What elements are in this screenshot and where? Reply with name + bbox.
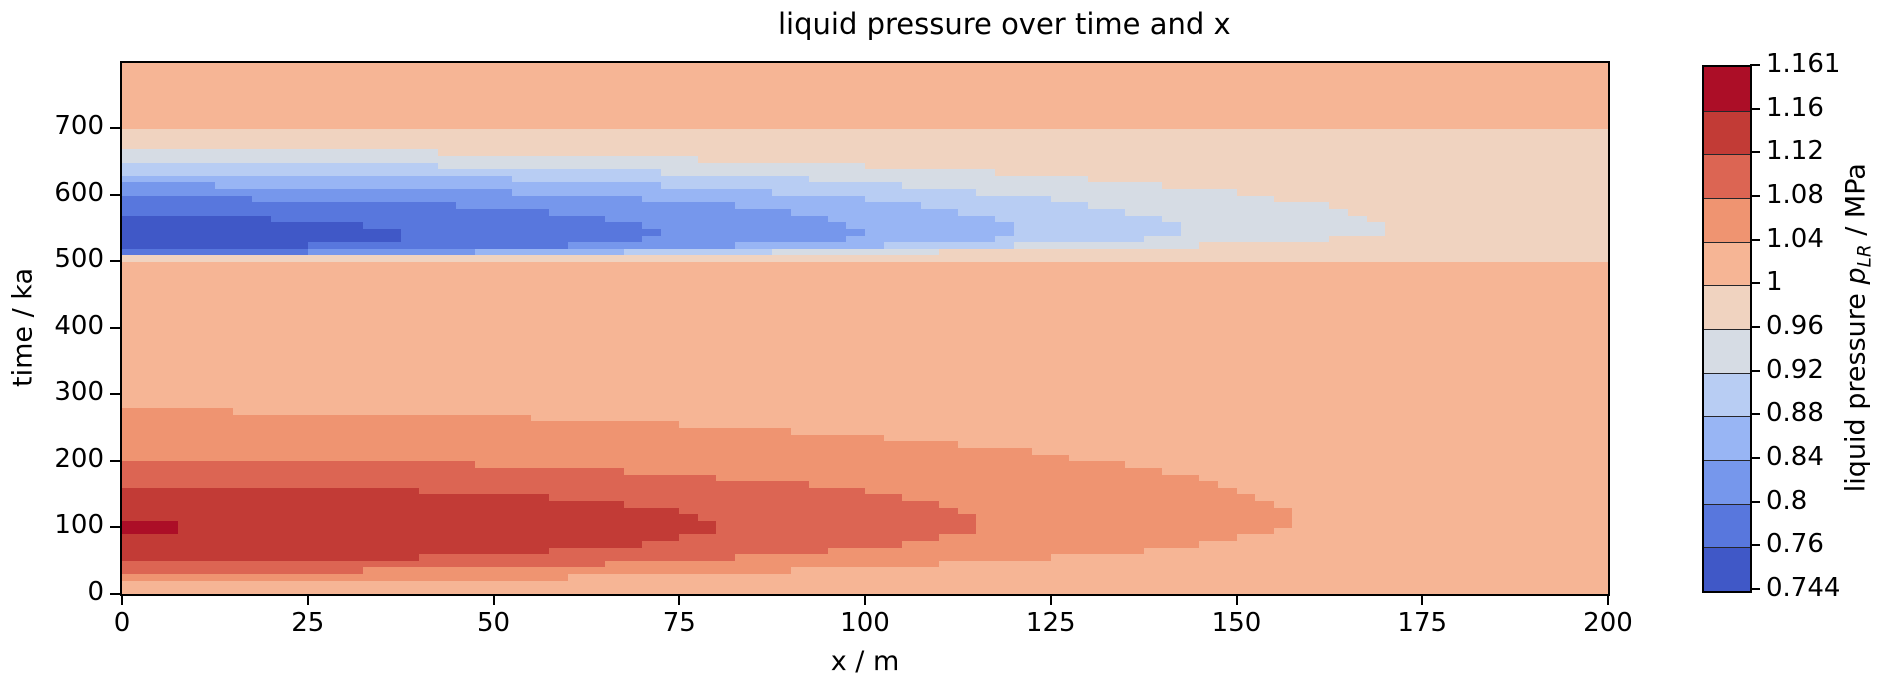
colorbar-tick-mark [1750,107,1760,110]
colorbar-label-text: liquid pressure [1840,284,1872,493]
colorbar-tick-mark [1750,151,1760,154]
colorbar-tick-label: 0.92 [1766,354,1824,385]
x-tick-mark [864,595,866,605]
colorbar-tick-label: 0.744 [1766,573,1841,604]
colorbar-tick-mark [1750,500,1760,503]
colorbar [1702,65,1752,593]
plot-area [120,61,1610,596]
x-tick-mark [1049,595,1052,605]
colorbar-band [1704,372,1750,417]
colorbar-band [1704,110,1750,155]
x-tick-label: 25 [291,608,325,638]
x-tick-label: 100 [840,608,890,638]
y-tick-mark [110,593,120,595]
x-tick-label: 0 [113,608,131,638]
x-axis-label: x / m [830,646,900,677]
y-tick-label: 400 [54,310,104,341]
colorbar-band-divider [1704,547,1750,549]
colorbar-band-divider [1704,460,1750,461]
y-axis-label: time / ka [7,268,39,387]
colorbar-band-divider [1704,241,1750,243]
y-tick-mark [110,260,120,263]
colorbar-tick-label: 0.84 [1766,442,1824,473]
colorbar-tick-mark [1750,195,1760,197]
colorbar-axis-label: liquid pressure pLR / MPa [1840,118,1875,538]
colorbar-tick-label: 1.12 [1766,136,1824,167]
y-tick-label: 200 [54,443,104,474]
x-tick-label: 150 [1211,608,1262,638]
x-tick-mark [1235,595,1238,605]
y-tick-label: 500 [54,244,104,275]
y-tick-mark [110,127,120,130]
x-tick-mark [121,595,123,605]
chart-title: liquid pressure over time and x [778,7,1231,41]
colorbar-band-divider [1704,285,1750,287]
colorbar-band [1704,154,1750,198]
x-tick-label: 75 [662,608,696,638]
colorbar-label-subscript: LR [1854,244,1876,268]
y-tick-mark [110,459,120,462]
x-tick-label: 200 [1583,608,1633,638]
colorbar-band [1704,198,1750,242]
colorbar-band-divider [1704,503,1750,505]
x-tick-mark [492,595,495,605]
colorbar-tick-label: 1.08 [1766,180,1824,211]
colorbar-tick-label: 0.8 [1766,485,1808,516]
y-tick-label: 700 [54,111,104,142]
contour-canvas [122,63,1608,594]
y-tick-mark [110,526,120,529]
y-tick-label: 600 [54,177,104,208]
colorbar-band-divider [1704,154,1750,156]
colorbar-band [1704,241,1750,286]
colorbar-band [1704,67,1750,111]
colorbar-band [1704,416,1750,460]
colorbar-band-divider [1704,198,1750,199]
colorbar-band-divider [1704,372,1750,374]
colorbar-tick-mark [1750,326,1760,328]
colorbar-tick-mark [1750,413,1760,416]
x-tick-mark [1421,595,1424,605]
colorbar-tick-label: 1.16 [1766,92,1824,123]
y-tick-mark [110,326,120,329]
colorbar-tick-label: 1.161 [1766,49,1841,80]
colorbar-band [1704,329,1750,373]
colorbar-tick-label: 0.76 [1766,529,1824,560]
colorbar-tick-mark [1750,238,1760,241]
colorbar-tick-mark [1750,544,1760,547]
colorbar-tick-label: 0.88 [1766,398,1824,429]
colorbar-band [1704,460,1750,504]
x-tick-label: 175 [1397,608,1448,638]
colorbar-tick-mark [1750,369,1760,372]
colorbar-band-divider [1704,416,1750,418]
colorbar-label-symbol: p [1840,267,1872,285]
y-tick-label: 0 [87,577,104,607]
colorbar-tick-mark [1750,64,1760,66]
y-tick-label: 100 [54,510,104,541]
colorbar-tick-label: 1 [1766,267,1783,298]
colorbar-band-divider [1704,110,1750,112]
x-tick-label: 125 [1025,608,1076,638]
x-tick-mark [1607,595,1609,605]
colorbar-tick-mark [1750,588,1760,590]
colorbar-tick-label: 0.96 [1766,311,1824,342]
colorbar-band [1704,285,1750,329]
colorbar-tick-mark [1750,282,1760,285]
x-tick-mark [678,595,681,605]
y-tick-mark [110,393,120,396]
colorbar-tick-mark [1750,457,1760,459]
y-tick-label: 300 [54,377,104,408]
x-tick-mark [306,595,309,605]
y-tick-mark [110,193,120,196]
x-tick-label: 50 [476,608,511,638]
colorbar-band [1704,503,1750,548]
colorbar-band-divider [1704,329,1750,330]
colorbar-tick-label: 1.04 [1766,223,1824,254]
colorbar-band [1704,547,1750,591]
colorbar-label-unit: / MPa [1840,163,1872,245]
